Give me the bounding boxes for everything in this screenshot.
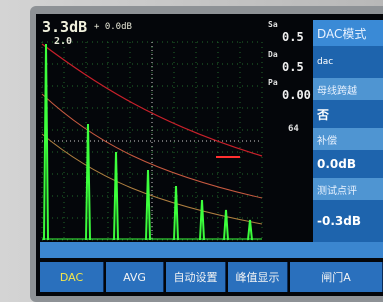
- scale-strip: [40, 242, 383, 258]
- measure-value: 0.5: [282, 30, 304, 44]
- menu-button[interactable]: DAC: [40, 262, 104, 292]
- side-value[interactable]: -0.3dB: [313, 200, 383, 242]
- menu-button[interactable]: 自动设置: [166, 262, 226, 292]
- measure-value: 0.5: [282, 60, 304, 74]
- measure-label: Pa: [268, 78, 278, 87]
- device-screen: 3.3dB + 0.0dB 2.0 64 Sa 0.5 Da 0.5 Pa 0.00 DAC…: [36, 14, 383, 296]
- echo: [200, 200, 204, 240]
- menu-button[interactable]: AVG: [106, 262, 164, 292]
- echo: [174, 186, 178, 240]
- echo: [44, 44, 48, 240]
- measure-value: 0.00: [282, 88, 311, 102]
- page: 3.3dB + 0.0dB 2.0 64 Sa 0.5 Da 0.5 Pa 0.00 DAC…: [0, 0, 383, 302]
- echo: [224, 210, 228, 240]
- side-value[interactable]: 否: [313, 100, 383, 128]
- menu-button[interactable]: 峰值显示: [228, 262, 288, 292]
- range-readout: 2.0: [54, 36, 72, 47]
- gain-step: + 0.0dB: [94, 22, 132, 32]
- side-value[interactable]: dac: [313, 46, 383, 78]
- echo: [114, 152, 118, 240]
- measure-label: Da: [268, 50, 278, 59]
- gain-readout: 3.3dB: [42, 18, 87, 36]
- side-label[interactable]: 母线跨越: [313, 78, 383, 100]
- dac-curve: [42, 44, 262, 156]
- side-label[interactable]: DAC模式: [313, 20, 383, 46]
- side-label[interactable]: 补偿: [313, 128, 383, 150]
- side-value[interactable]: 0.0dB: [313, 150, 383, 178]
- measure-label: Sa: [268, 20, 278, 29]
- side-label[interactable]: 测试点评: [313, 178, 383, 200]
- marker: 64: [288, 124, 299, 134]
- menu-button[interactable]: 闸门A: [290, 262, 383, 292]
- echo: [146, 170, 150, 240]
- echo: [248, 220, 252, 240]
